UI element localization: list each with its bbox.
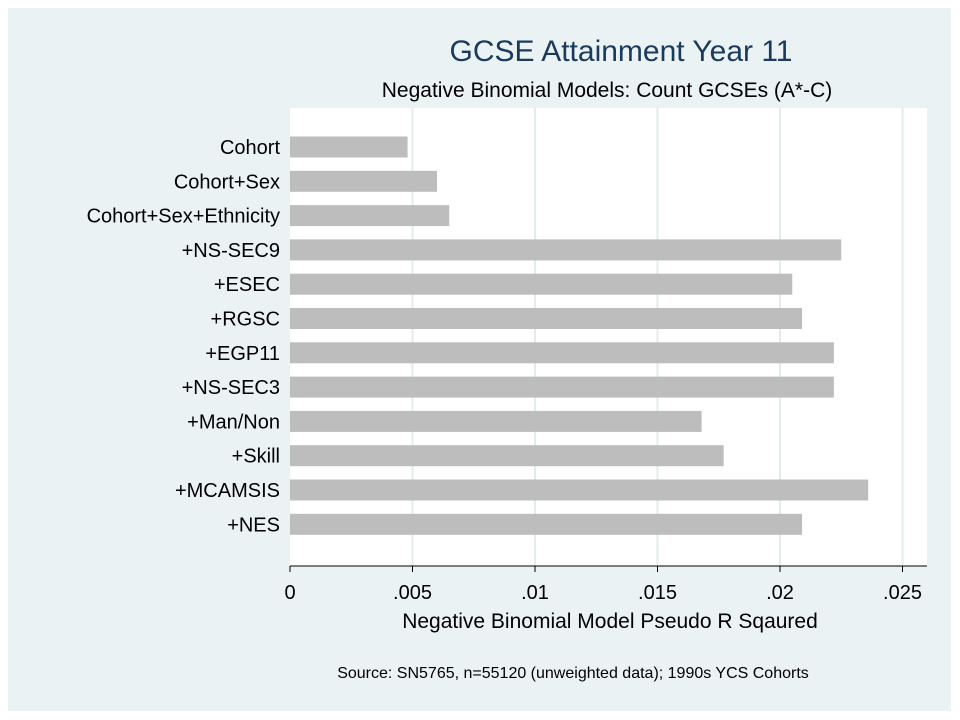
bar (290, 445, 724, 467)
x-tick-label: .005 (393, 582, 432, 604)
bar (290, 273, 793, 295)
chart-subtitle: Negative Binomial Models: Count GCSEs (A… (382, 79, 833, 102)
bars (290, 136, 869, 535)
category-label: +NS-SEC3 (182, 377, 280, 399)
x-tick-label: .015 (638, 582, 677, 604)
category-label: +RGSC (211, 309, 280, 331)
bar (290, 170, 437, 192)
category-label: +EGP11 (205, 343, 280, 365)
chart-title: GCSE Attainment Year 11 (450, 35, 793, 68)
bar (290, 342, 834, 364)
category-label: +ESEC (214, 274, 280, 296)
x-tick-label: .025 (883, 582, 922, 604)
x-tick-label: 0 (284, 582, 295, 604)
bar (290, 136, 408, 158)
bar (290, 410, 702, 432)
bar (290, 513, 803, 535)
bar-chart: GCSE Attainment Year 11 Negative Binomia… (87, 35, 927, 682)
bar (290, 376, 834, 398)
category-label: Cohort (220, 137, 280, 159)
x-axis-title: Negative Binomial Model Pseudo R Sqaured (402, 610, 818, 633)
bar (290, 308, 803, 329)
x-axis-ticks: 0 .005 .01 .015 .02 .025 (284, 566, 922, 604)
x-tick-label: .02 (766, 582, 794, 604)
category-labels: Cohort Cohort+Sex Cohort+Sex+Ethnicity +NS-… (87, 137, 281, 536)
category-label: +NES (227, 514, 280, 536)
source-note: Source: SN5765, n=55120 (unweighted data… (337, 665, 809, 682)
category-label: Cohort+Sex (174, 171, 280, 193)
bar (290, 239, 842, 261)
category-label: Cohort+Sex+Ethnicity (87, 206, 280, 228)
bar (290, 205, 450, 227)
category-label: +NS-SEC9 (182, 240, 280, 262)
category-label: +MCAMSIS (175, 480, 280, 502)
category-label: +Skill (232, 446, 280, 468)
bar (290, 479, 869, 501)
chart-frame: GCSE Attainment Year 11 Negative Binomia… (8, 8, 951, 711)
category-label: +Man/Non (187, 411, 280, 433)
x-tick-label: .01 (521, 582, 549, 604)
